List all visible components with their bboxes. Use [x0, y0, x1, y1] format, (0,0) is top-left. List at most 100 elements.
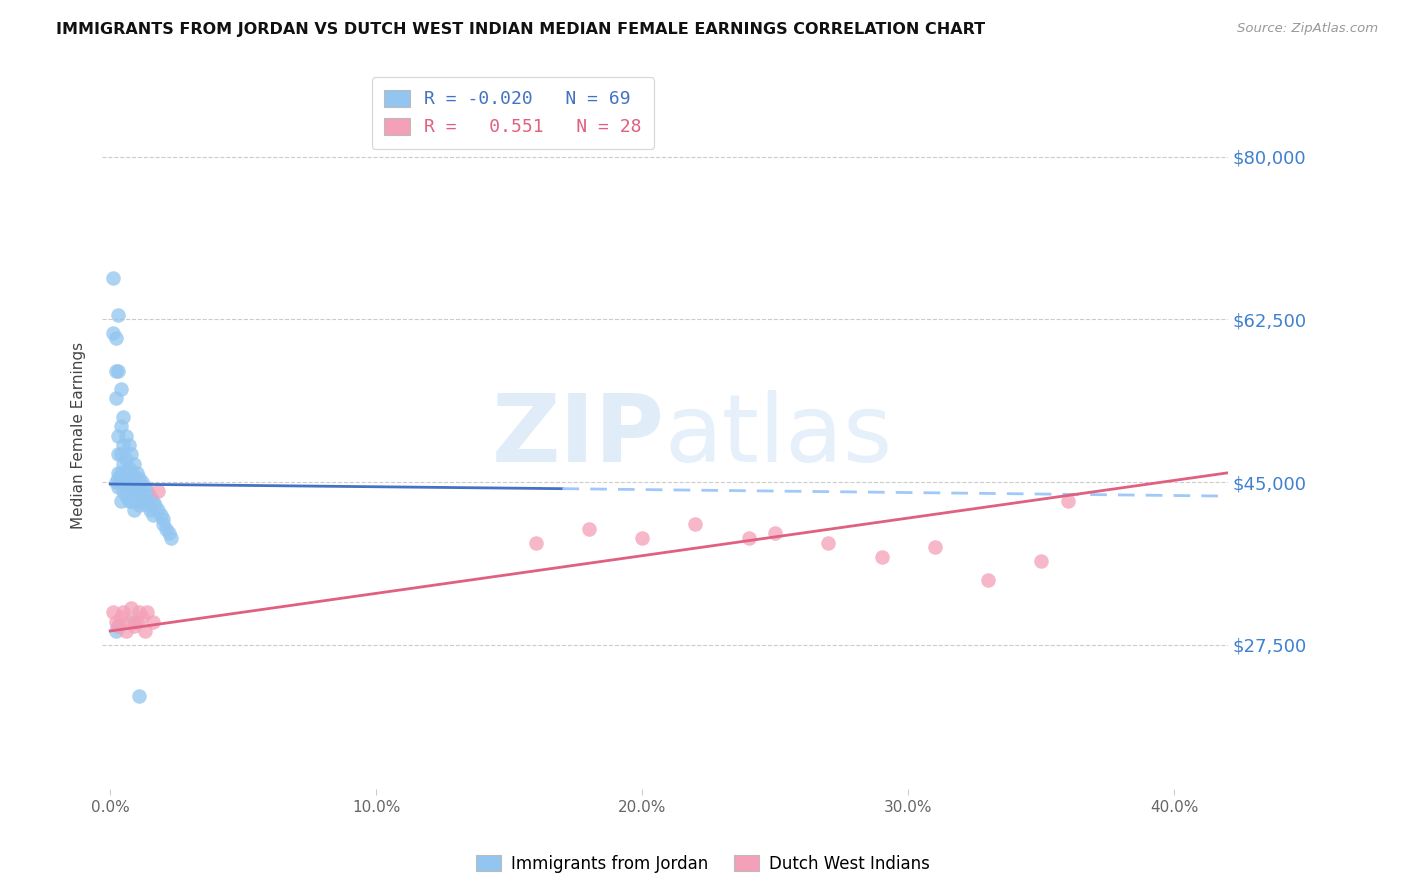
Point — [107, 619, 129, 633]
Point — [125, 466, 148, 480]
Point — [107, 447, 129, 461]
Point — [122, 619, 145, 633]
Point — [118, 615, 141, 629]
Point — [924, 541, 946, 555]
Point — [121, 493, 143, 508]
Point — [128, 499, 150, 513]
Point — [817, 535, 839, 549]
Point — [122, 503, 145, 517]
Point — [131, 489, 153, 503]
Point — [104, 363, 127, 377]
Point — [145, 499, 167, 513]
Point — [122, 615, 145, 629]
Point — [121, 600, 143, 615]
Point — [125, 493, 148, 508]
Point — [152, 516, 174, 531]
Point — [121, 480, 143, 494]
Point — [128, 606, 150, 620]
Point — [118, 438, 141, 452]
Point — [131, 610, 153, 624]
Point — [107, 470, 129, 484]
Y-axis label: Median Female Earnings: Median Female Earnings — [72, 343, 86, 529]
Point — [134, 493, 156, 508]
Point — [157, 526, 180, 541]
Text: Source: ZipAtlas.com: Source: ZipAtlas.com — [1237, 22, 1378, 36]
Point — [139, 503, 162, 517]
Point — [107, 363, 129, 377]
Point — [112, 410, 135, 425]
Point — [122, 457, 145, 471]
Point — [107, 308, 129, 322]
Point — [110, 493, 132, 508]
Text: IMMIGRANTS FROM JORDAN VS DUTCH WEST INDIAN MEDIAN FEMALE EARNINGS CORRELATION C: IMMIGRANTS FROM JORDAN VS DUTCH WEST IND… — [56, 22, 986, 37]
Point — [107, 466, 129, 480]
Point — [128, 484, 150, 499]
Legend: Immigrants from Jordan, Dutch West Indians: Immigrants from Jordan, Dutch West India… — [470, 848, 936, 880]
Point — [685, 516, 707, 531]
Point — [110, 447, 132, 461]
Point — [149, 508, 172, 522]
Point — [131, 475, 153, 490]
Point — [142, 615, 165, 629]
Point — [128, 689, 150, 703]
Point — [118, 461, 141, 475]
Point — [107, 480, 129, 494]
Point — [107, 619, 129, 633]
Point — [115, 451, 138, 466]
Point — [122, 484, 145, 499]
Text: ZIP: ZIP — [492, 390, 665, 482]
Point — [139, 489, 162, 503]
Point — [122, 470, 145, 484]
Point — [737, 531, 759, 545]
Point — [136, 484, 159, 499]
Point — [118, 475, 141, 490]
Point — [101, 270, 124, 285]
Point — [134, 624, 156, 638]
Point — [110, 419, 132, 434]
Point — [142, 508, 165, 522]
Point — [136, 606, 159, 620]
Point — [115, 475, 138, 490]
Point — [101, 326, 124, 341]
Point — [112, 606, 135, 620]
Point — [115, 466, 138, 480]
Point — [160, 531, 183, 545]
Point — [1057, 493, 1080, 508]
Point — [142, 493, 165, 508]
Point — [125, 615, 148, 629]
Point — [110, 475, 132, 490]
Point — [121, 466, 143, 480]
Text: atlas: atlas — [665, 390, 893, 482]
Point — [136, 499, 159, 513]
Point — [121, 447, 143, 461]
Point — [112, 457, 135, 471]
Point — [107, 428, 129, 442]
Point — [155, 522, 177, 536]
Point — [763, 526, 786, 541]
Point — [101, 606, 124, 620]
Point — [104, 392, 127, 406]
Point — [112, 484, 135, 499]
Point — [1031, 554, 1053, 568]
Point — [112, 438, 135, 452]
Point — [870, 549, 893, 564]
Point — [578, 522, 600, 536]
Point — [115, 624, 138, 638]
Point — [104, 475, 127, 490]
Point — [115, 489, 138, 503]
Point — [631, 531, 654, 545]
Point — [112, 470, 135, 484]
Point — [104, 615, 127, 629]
Point — [128, 470, 150, 484]
Point — [152, 512, 174, 526]
Point — [118, 493, 141, 508]
Point — [146, 484, 169, 499]
Point — [110, 382, 132, 396]
Point — [977, 573, 1000, 587]
Legend: R = -0.020   N = 69, R =   0.551   N = 28: R = -0.020 N = 69, R = 0.551 N = 28 — [371, 77, 654, 149]
Point — [110, 466, 132, 480]
Point — [110, 610, 132, 624]
Point — [125, 480, 148, 494]
Point — [134, 480, 156, 494]
Point — [104, 624, 127, 638]
